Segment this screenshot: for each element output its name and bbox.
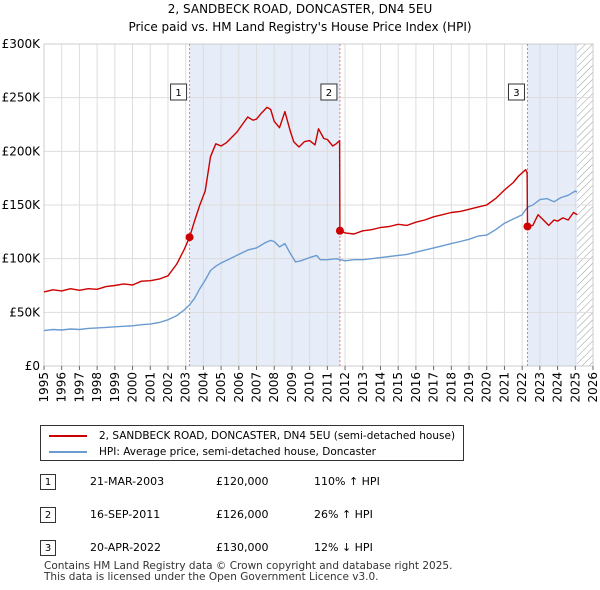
sale-label: 2 xyxy=(326,88,332,99)
sale-point xyxy=(335,226,344,235)
x-tick-label: 2007 xyxy=(250,372,264,403)
x-tick-label: 2024 xyxy=(551,372,565,403)
y-tick-label: £300K xyxy=(2,37,42,51)
sale-number: 1 xyxy=(40,474,56,490)
legend-label-hpi: HPI: Average price, semi-detached house,… xyxy=(99,446,376,458)
sale-markers: 1 2 3 xyxy=(170,83,532,242)
x-tick-label: 1998 xyxy=(90,372,104,403)
sale-price: £130,000 xyxy=(216,541,269,554)
sale-date: 16-SEP-2011 xyxy=(90,508,161,521)
sale-row: 2 16-SEP-2011 £126,000 26% ↑ HPI xyxy=(40,507,560,525)
sale-label-box xyxy=(507,83,525,101)
sale-number: 3 xyxy=(40,540,56,556)
hpi-line xyxy=(43,190,578,332)
sale-hpi-change: 12% ↓ HPI xyxy=(314,541,373,554)
chart-subtitle: Price paid vs. HM Land Registry's House … xyxy=(128,20,471,34)
x-tick-label: 2013 xyxy=(356,372,370,403)
y-tick-label: £200K xyxy=(2,144,42,158)
sale-label-box xyxy=(170,83,188,101)
sale-number: 2 xyxy=(40,507,56,523)
x-tick-label: 2017 xyxy=(427,372,441,403)
sale-label-box xyxy=(320,83,338,101)
x-tick-label: 1997 xyxy=(72,372,86,403)
x-tick-label: 2018 xyxy=(444,372,458,403)
x-tick-label: 2001 xyxy=(143,372,157,403)
x-tick-label: 2015 xyxy=(391,372,405,403)
x-tick-label: 2010 xyxy=(303,372,317,403)
series-lines xyxy=(43,106,578,332)
grid xyxy=(43,43,594,367)
y-axis: £0 £50K £100K £150K £200K £250K £300K xyxy=(2,37,42,373)
x-tick-label: 2016 xyxy=(409,372,423,403)
legend-item-property: 2, SANDBECK ROAD, DONCASTER, DN4 5EU (se… xyxy=(49,428,455,444)
x-tick-label: 2025 xyxy=(568,372,582,403)
x-tick-label: 2020 xyxy=(480,372,494,403)
y-tick-label: £250K xyxy=(2,91,42,105)
chart-title: 2, SANDBECK ROAD, DONCASTER, DN4 5EU xyxy=(168,2,432,16)
y-tick-label: £100K xyxy=(2,252,42,266)
x-axis: 1995 1996 1997 1998 1999 2000 2001 2002 2003 2004… xyxy=(37,366,600,403)
legend-swatch-hpi xyxy=(49,451,87,453)
y-tick-label: £150K xyxy=(2,198,42,212)
sale-row: 1 21-MAR-2003 £120,000 110% ↑ HPI xyxy=(40,474,560,492)
sale-date: 21-MAR-2003 xyxy=(90,475,165,488)
x-tick-label: 2002 xyxy=(161,372,175,403)
property-price-line xyxy=(43,106,578,293)
sale-date: 20-APR-2022 xyxy=(90,541,162,554)
x-tick-label: 2004 xyxy=(196,372,210,403)
x-tick-label: 2005 xyxy=(214,372,228,403)
footer-licence: This data is licensed under the Open Gov… xyxy=(44,571,379,583)
sale-point xyxy=(523,222,532,231)
sale-label: 3 xyxy=(513,88,519,99)
legend-item-hpi: HPI: Average price, semi-detached house,… xyxy=(49,444,376,460)
x-tick-label: 2003 xyxy=(179,372,193,403)
legend-label-property: 2, SANDBECK ROAD, DONCASTER, DN4 5EU (se… xyxy=(99,430,456,442)
x-tick-label: 1996 xyxy=(55,372,69,403)
x-tick-label: 2008 xyxy=(267,372,281,403)
x-tick-label: 2022 xyxy=(515,372,529,403)
footer-copyright: Contains HM Land Registry data © Crown c… xyxy=(44,560,453,572)
sale-hpi-change: 26% ↑ HPI xyxy=(314,508,373,521)
sale-hpi-change: 110% ↑ HPI xyxy=(314,475,380,488)
footer: Contains HM Land Registry data © Crown c… xyxy=(44,561,452,583)
x-tick-label: 2011 xyxy=(320,372,334,403)
x-tick-label: 2019 xyxy=(462,372,476,403)
x-tick-label: 2026 xyxy=(586,372,600,403)
x-tick-label: 2009 xyxy=(285,372,299,403)
legend: 2, SANDBECK ROAD, DONCASTER, DN4 5EU (se… xyxy=(40,425,464,461)
x-tick-label: 2012 xyxy=(338,372,352,403)
sale-price: £120,000 xyxy=(216,475,269,488)
x-tick-label: 2000 xyxy=(126,372,140,403)
x-tick-label: 1999 xyxy=(108,372,122,403)
x-tick-label: 2006 xyxy=(232,372,246,403)
sale-label: 1 xyxy=(175,88,181,99)
x-tick-label: 2023 xyxy=(533,372,547,403)
x-tick-label: 1995 xyxy=(37,372,51,403)
sale-point xyxy=(185,233,194,242)
price-chart: 2, SANDBECK ROAD, DONCASTER, DN4 5EU Pri… xyxy=(2,2,600,403)
x-tick-label: 2021 xyxy=(497,372,511,403)
legend-swatch-property xyxy=(49,435,87,437)
y-tick-label: £0 xyxy=(25,359,40,373)
sale-price: £126,000 xyxy=(216,508,269,521)
y-tick-label: £50K xyxy=(9,305,41,319)
plot-border xyxy=(43,43,594,367)
x-tick-label: 2014 xyxy=(373,372,387,403)
sale-row: 3 20-APR-2022 £130,000 12% ↓ HPI xyxy=(40,540,560,558)
